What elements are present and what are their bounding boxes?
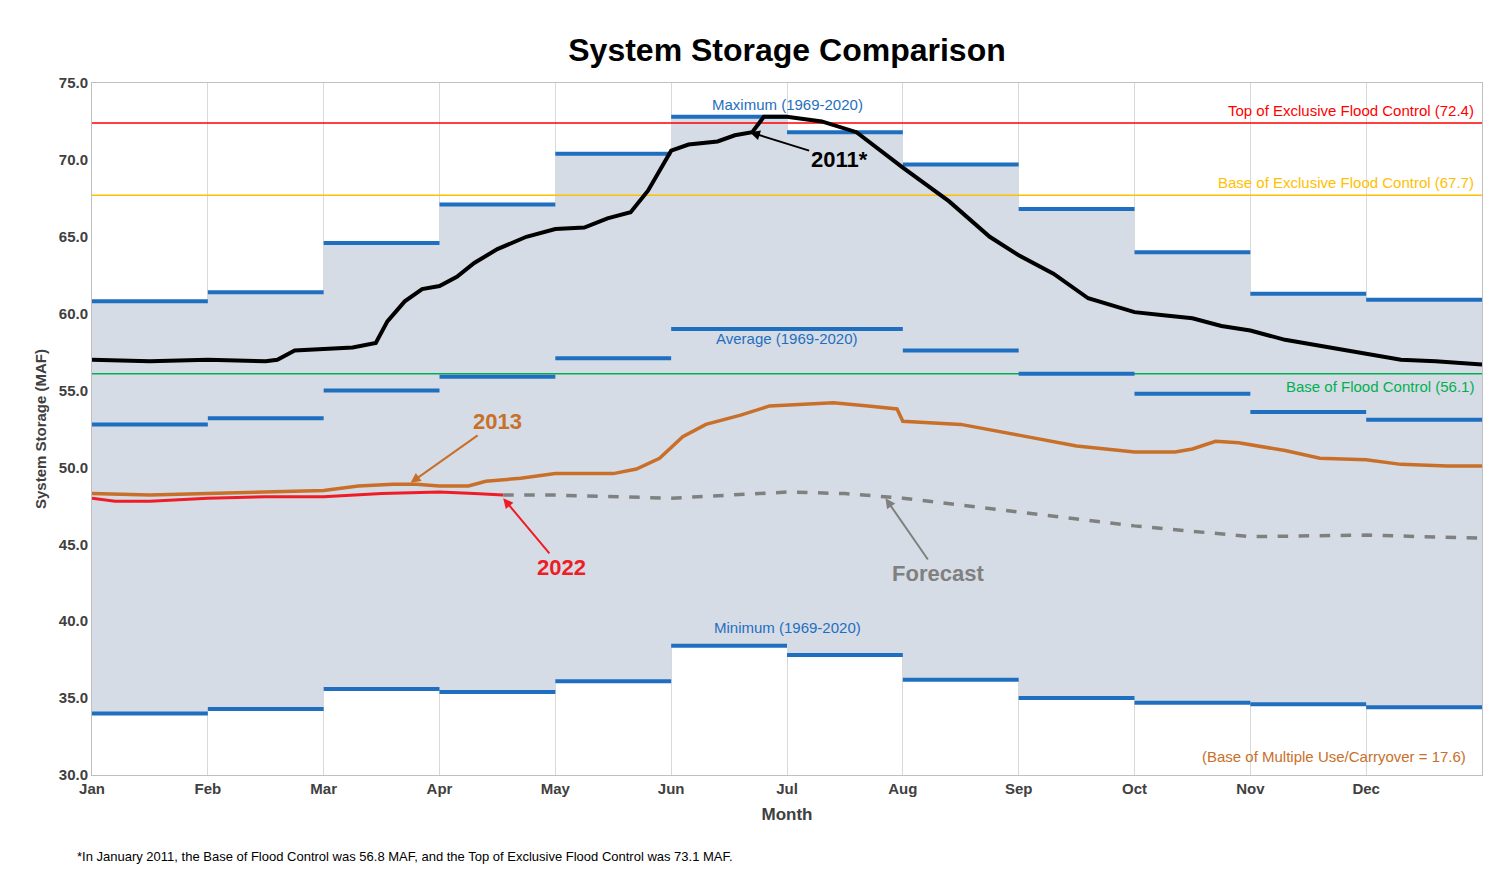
svg-text:Top of Exclusive Flood Control: Top of Exclusive Flood Control (72.4) (1228, 102, 1474, 119)
svg-text:*In January 2011, the Base of: *In January 2011, the Base of Flood Cont… (77, 849, 733, 864)
svg-text:65.0: 65.0 (59, 228, 88, 245)
svg-text:Maximum (1969-2020): Maximum (1969-2020) (712, 96, 863, 113)
svg-text:Dec: Dec (1352, 780, 1380, 797)
svg-text:40.0: 40.0 (59, 612, 88, 629)
svg-text:75.0: 75.0 (59, 74, 88, 91)
svg-text:Mar: Mar (310, 780, 337, 797)
svg-text:50.0: 50.0 (59, 459, 88, 476)
svg-text:Aug: Aug (888, 780, 917, 797)
svg-text:2022: 2022 (537, 555, 586, 580)
svg-text:Nov: Nov (1236, 780, 1265, 797)
svg-text:35.0: 35.0 (59, 689, 88, 706)
svg-text:May: May (541, 780, 571, 797)
svg-text:Forecast: Forecast (892, 561, 984, 586)
svg-text:System Storage (MAF): System Storage (MAF) (32, 349, 49, 509)
svg-text:55.0: 55.0 (59, 382, 88, 399)
svg-text:2011*: 2011* (811, 147, 868, 172)
svg-text:Oct: Oct (1122, 780, 1147, 797)
svg-text:Base of Flood Control (56.1): Base of Flood Control (56.1) (1286, 378, 1474, 395)
svg-text:Jun: Jun (658, 780, 685, 797)
svg-text:Apr: Apr (427, 780, 453, 797)
svg-text:Sep: Sep (1005, 780, 1033, 797)
svg-text:Base of Exclusive Flood Contro: Base of Exclusive Flood Control (67.7) (1218, 174, 1474, 191)
svg-text:Minimum (1969-2020): Minimum (1969-2020) (714, 619, 861, 636)
svg-text:60.0: 60.0 (59, 305, 88, 322)
svg-text:Average (1969-2020): Average (1969-2020) (716, 330, 858, 347)
svg-text:Jul: Jul (776, 780, 798, 797)
svg-text:30.0: 30.0 (59, 766, 88, 783)
svg-text:45.0: 45.0 (59, 536, 88, 553)
svg-text:Feb: Feb (194, 780, 221, 797)
svg-text:Month: Month (762, 805, 813, 824)
svg-text:70.0: 70.0 (59, 151, 88, 168)
svg-text:System Storage Comparison: System Storage Comparison (568, 32, 1005, 68)
svg-text:2013: 2013 (473, 409, 522, 434)
svg-text:(Base of Multiple Use/Carryove: (Base of Multiple Use/Carryover = 17.6) (1202, 748, 1466, 765)
svg-text:Jan: Jan (79, 780, 105, 797)
